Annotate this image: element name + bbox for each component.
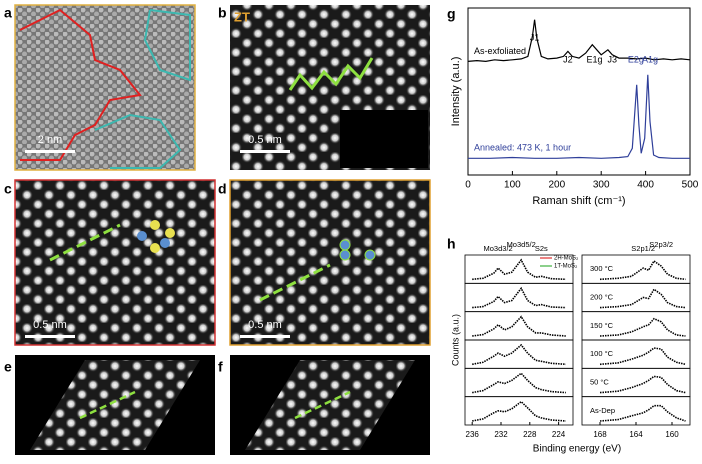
row-label: 50 °C [590, 377, 609, 386]
spectrum [599, 259, 686, 281]
scale-bar [25, 335, 75, 338]
x-tick-label: 232 [494, 430, 508, 439]
panel-label: c [4, 181, 12, 197]
series-label: Annealed: 473 K, 1 hour [474, 143, 571, 153]
panel-texts: a b c d e f ZT 2 nm 0.5 nm 0.5 nm 0.5 nm… [4, 5, 456, 375]
x-tick-label: 236 [466, 430, 480, 439]
peak-label: E1g [587, 54, 603, 64]
fft-inset [340, 110, 428, 168]
peak-label: J3 [608, 54, 618, 64]
scale-label: 2 nm [38, 134, 62, 146]
row-frame [464, 311, 574, 341]
spectrum [472, 400, 566, 422]
x-tick-label: 100 [504, 180, 521, 191]
x-tick-label: 160 [665, 430, 679, 439]
spectrum [472, 315, 566, 337]
row-label: 150 °C [590, 321, 614, 330]
row-frame [581, 396, 691, 426]
y-axis-label: Intensity (a.u.) [450, 57, 462, 127]
panel-a-image [14, 4, 196, 171]
series-line [468, 74, 690, 159]
domain-outline [19, 8, 142, 161]
dash-line [49, 223, 121, 262]
spectrum [472, 258, 566, 281]
scale-label: 0.5 nm [248, 319, 282, 331]
x-axis-label: Raman shift (cm⁻¹) [532, 195, 625, 207]
dash-line [79, 390, 136, 420]
x-tick-label: 0 [465, 180, 471, 191]
panel-label: d [218, 181, 227, 197]
x-tick-label: 224 [552, 430, 566, 439]
spectrum [599, 347, 686, 366]
legend-label: 2H-MoS₂ [554, 256, 579, 262]
spectrum [472, 372, 566, 394]
atoms [339, 239, 376, 261]
panel-label: e [4, 359, 12, 375]
row-label: 200 °C [590, 292, 614, 301]
x-tick-label: 500 [682, 180, 699, 191]
x-tick-label: 164 [629, 430, 643, 439]
spectrum [599, 375, 686, 394]
series-line [467, 19, 691, 63]
peak-label: J1 [530, 32, 540, 42]
row-frame [464, 396, 574, 426]
peak-label: S2p1/2 [631, 244, 655, 253]
row-label: As-Dep [590, 406, 615, 415]
x-tick-label: 400 [637, 180, 654, 191]
image-panels [14, 4, 431, 455]
panel-d-image [229, 179, 431, 346]
scale-bar [240, 335, 290, 338]
panel-label: g [447, 6, 456, 22]
peak-label: Mo3d5/2 [507, 240, 536, 249]
peak-label: Mo3d3/2 [484, 244, 513, 253]
panel-label: f [218, 359, 223, 375]
scale-bar [240, 150, 290, 153]
peak-label: J2 [563, 54, 573, 64]
peak-label: E2g [628, 54, 644, 64]
spectrum [599, 288, 686, 309]
x-tick-label: 300 [593, 180, 610, 191]
series-label: As-exfoliated [474, 46, 526, 56]
peak-label: A1g [642, 54, 658, 64]
spectrum [472, 286, 566, 309]
scale-bar [25, 150, 75, 153]
row-label: 100 °C [590, 349, 614, 358]
dash-line [294, 390, 351, 420]
peak-label: S2p3/2 [649, 240, 673, 249]
panel-label: h [447, 236, 456, 252]
panel-c-image [14, 179, 216, 346]
phase-tag: ZT [234, 9, 250, 24]
panel-label: b [218, 5, 227, 21]
x-tick-label: 228 [523, 430, 537, 439]
peak-label: S2s [535, 244, 548, 253]
row-label: 300 °C [590, 264, 614, 273]
scale-label: 0.5 nm [248, 134, 282, 146]
row-frame [464, 367, 574, 398]
legend-label: 1T-MoS₂ [554, 264, 578, 270]
domain-outline [94, 113, 182, 169]
panel-label: a [4, 5, 12, 21]
dash-line [259, 263, 331, 302]
scale-label: 0.5 nm [33, 319, 67, 331]
x-axis-label: Binding energy (eV) [533, 444, 621, 455]
panel-e-image [30, 360, 200, 450]
zigzag [288, 57, 374, 91]
atoms [137, 220, 175, 253]
domain-outline [143, 9, 191, 82]
spectrum [472, 343, 566, 366]
panel-f-image [245, 360, 415, 450]
y-axis-label: Counts (a.u.) [450, 314, 460, 366]
plot-frame [467, 7, 691, 176]
x-tick-label: 200 [548, 180, 565, 191]
spectrum [599, 404, 686, 422]
x-tick-label: 168 [593, 430, 607, 439]
